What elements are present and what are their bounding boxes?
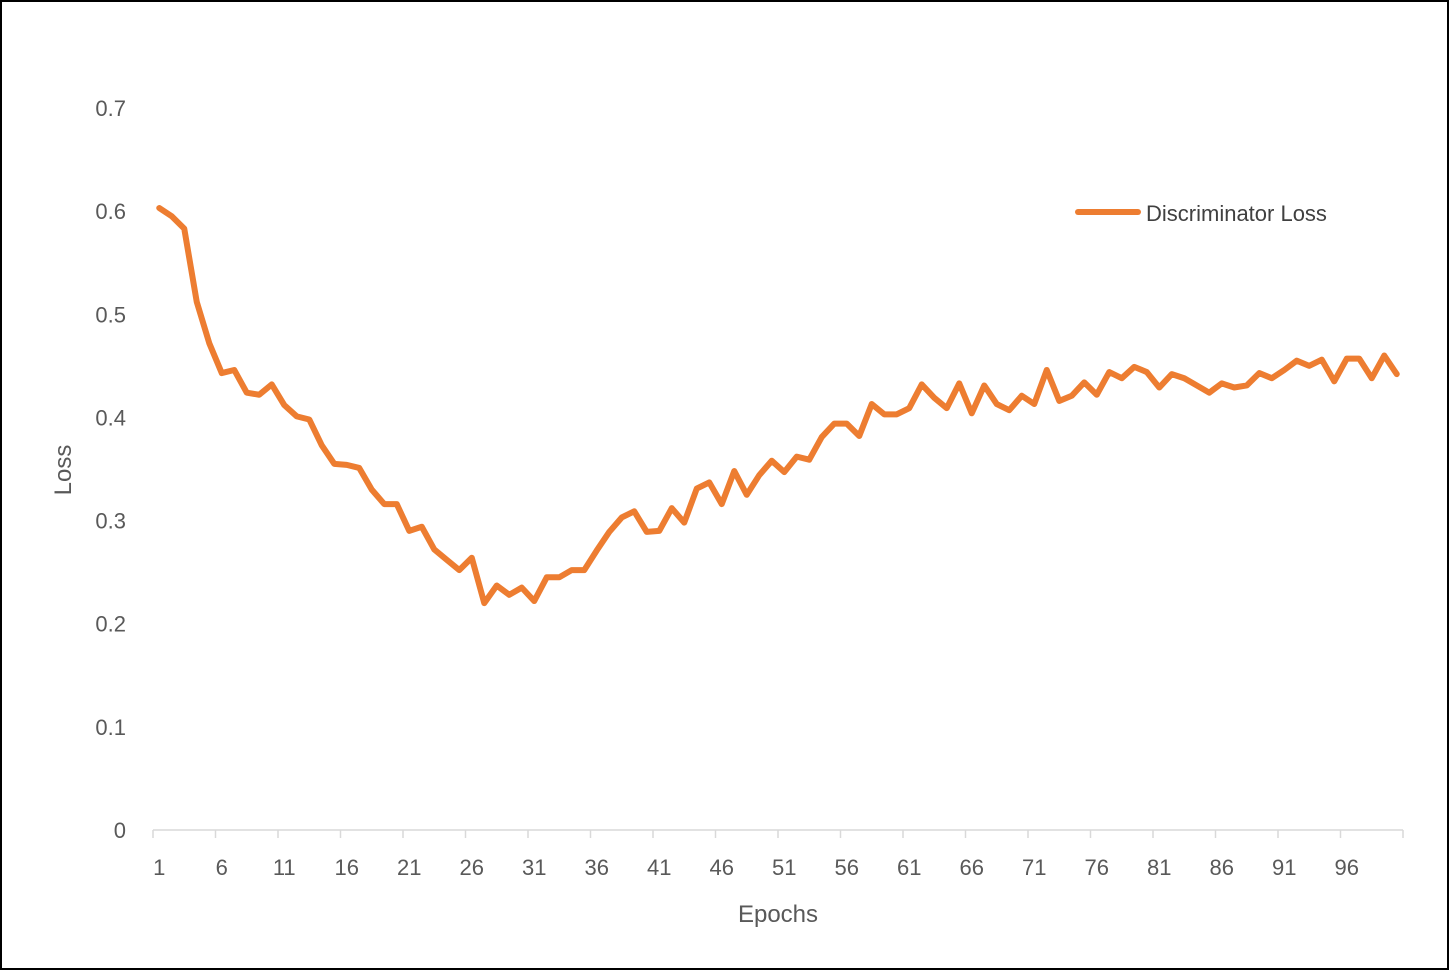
x-tick-label: 96 [1335,855,1359,880]
x-tick-label: 81 [1147,855,1171,880]
x-tick-label: 71 [1022,855,1046,880]
x-tick-label: 21 [397,855,421,880]
x-axis: 1 6 11 16 21 26 31 36 41 46 51 56 61 66 71 76 81 86 91 96 [152,829,1404,880]
y-axis-labels: 0 0.1 0.2 0.3 0.4 0.5 0.6 0.7 [95,96,126,843]
y-tick-label: 0.1 [95,715,126,740]
x-tick-label: 36 [585,855,609,880]
x-tick-label: 91 [1272,855,1296,880]
y-tick-label: 0 [114,818,126,843]
x-tick-label: 26 [460,855,484,880]
x-tick-label: 6 [216,855,228,880]
series-layer [156,205,1400,607]
legend-label: Discriminator Loss [1146,201,1327,226]
y-tick-label: 0.4 [95,405,126,430]
x-tick-label: 11 [273,855,296,880]
x-tick-label: 31 [522,855,546,880]
x-tick-label: 51 [772,855,796,880]
x-tick-label: 41 [647,855,671,880]
x-tick-label: 86 [1210,855,1234,880]
x-axis-title: Epochs [738,901,818,928]
x-tick-label: 61 [897,855,921,880]
series-line-discriminator-loss [156,205,1400,607]
x-tick-label: 16 [335,855,359,880]
x-tick-label: 76 [1085,855,1109,880]
y-tick-label: 0.7 [95,96,126,121]
y-tick-label: 0.6 [95,199,126,224]
y-tick-label: 0.2 [95,612,126,637]
y-axis-title: Loss [50,445,77,496]
x-tick-label: 1 [153,855,165,880]
x-tick-label: 46 [710,855,734,880]
x-tick-label: 66 [960,855,984,880]
legend: Discriminator Loss [1075,201,1327,226]
y-tick-label: 0.5 [95,302,126,327]
y-tick-label: 0.3 [95,509,126,534]
x-tick-label: 56 [835,855,859,880]
